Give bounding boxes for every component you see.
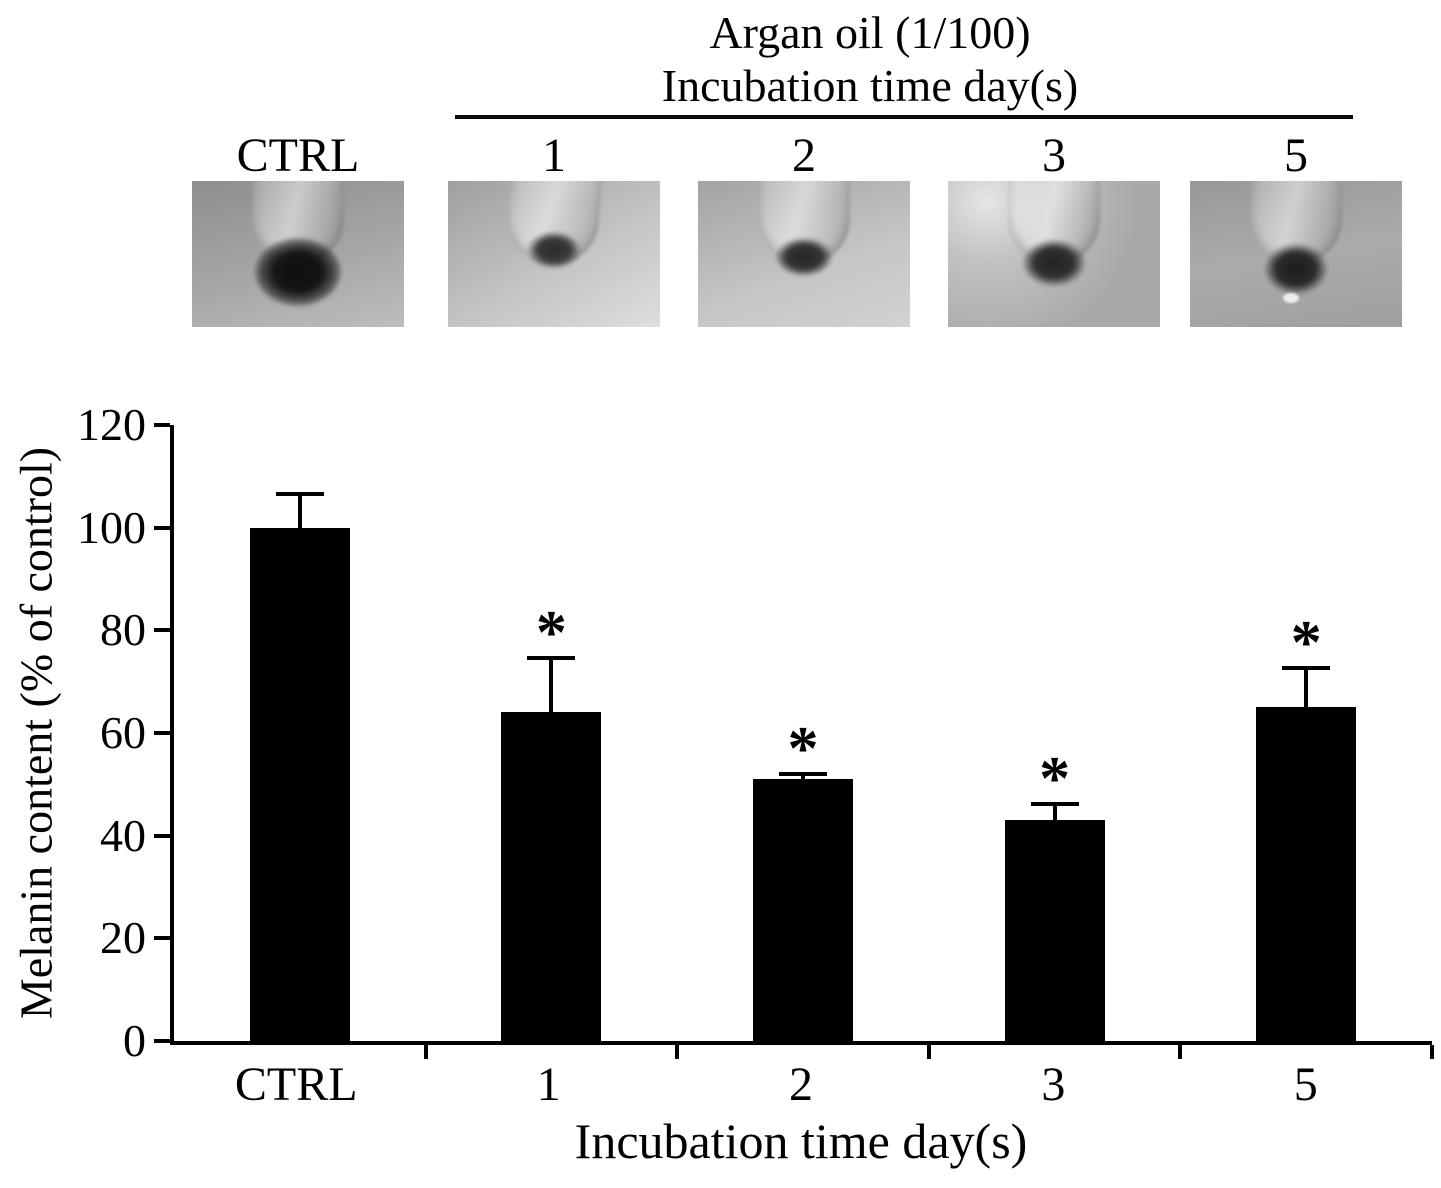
y-tick-label: 80 xyxy=(100,604,146,656)
photo-label-day5: 5 xyxy=(1284,129,1308,182)
x-tick-label: 1 xyxy=(536,1058,561,1111)
x-axis-labels: CTRL 1 2 3 5 xyxy=(170,1049,1432,1111)
error-bar xyxy=(1052,802,1057,821)
y-tick-label: 60 xyxy=(100,707,146,758)
y-tick-label: 0 xyxy=(123,1015,146,1066)
significance-asterisk: * xyxy=(535,599,567,667)
x-tick-label: 5 xyxy=(1293,1058,1318,1111)
error-bar-cap xyxy=(275,491,324,496)
y-tick xyxy=(154,731,170,735)
photo-label-day2: 2 xyxy=(792,129,816,182)
x-tick xyxy=(1430,1045,1434,1059)
bar xyxy=(249,527,350,1041)
x-tick-label: 2 xyxy=(789,1058,813,1111)
error-bar xyxy=(297,491,302,528)
x-tick-label: 3 xyxy=(1041,1058,1066,1111)
x-tick xyxy=(675,1045,680,1059)
y-tick-label: 120 xyxy=(77,399,146,450)
error-bar-cap xyxy=(527,656,576,660)
x-axis-title: Incubation time day(s) xyxy=(574,1113,1028,1169)
significance-asterisk: * xyxy=(1039,745,1071,814)
y-tick-label: 20 xyxy=(100,912,146,964)
melanin-pellet xyxy=(528,231,580,268)
bar xyxy=(1004,820,1105,1041)
error-bar-cap xyxy=(1030,802,1079,807)
pellet-photo-day1 xyxy=(448,181,660,327)
pellet-photo-day5 xyxy=(1190,181,1402,327)
error-bar xyxy=(1304,666,1309,708)
significance-asterisk: * xyxy=(1290,609,1322,678)
x-tick xyxy=(1178,1045,1183,1059)
melanin-pellet xyxy=(255,237,341,306)
melanin-pellet xyxy=(776,237,832,276)
bar xyxy=(753,779,853,1041)
bar xyxy=(501,712,602,1041)
pellet-photo-day3 xyxy=(948,181,1160,327)
pellet-photo-day2 xyxy=(698,181,910,327)
y-tick xyxy=(154,1039,170,1043)
significance-asterisk: * xyxy=(787,714,819,783)
x-tick xyxy=(423,1045,428,1059)
photo-label-day3: 3 xyxy=(1042,129,1066,182)
plot-area: * * * * xyxy=(170,425,1434,1059)
treatment-underline xyxy=(455,115,1353,119)
error-bar xyxy=(549,656,554,713)
x-tick-label: CTRL xyxy=(234,1058,358,1111)
y-tick xyxy=(154,423,170,427)
pellet-photo-ctrl xyxy=(192,181,404,327)
x-tick xyxy=(926,1045,931,1059)
error-bar-cap xyxy=(779,771,827,776)
y-tick xyxy=(154,525,170,530)
y-axis: 0 20 40 60 80 100 120 xyxy=(0,402,170,1064)
y-tick-label: 40 xyxy=(100,809,146,861)
melanin-pellet xyxy=(1265,243,1327,294)
treatment-header-line1: Argan oil (1/100) xyxy=(709,7,1031,58)
treatment-header: Argan oil (1/100) Incubation time day(s) xyxy=(370,6,1370,112)
photo-label-ctrl: CTRL xyxy=(236,129,360,182)
highlight-speck xyxy=(1283,293,1300,304)
photo-label-day1: 1 xyxy=(542,129,566,182)
error-bar-cap xyxy=(1282,666,1331,671)
y-tick xyxy=(154,833,170,838)
melanin-pellet xyxy=(1023,239,1085,286)
y-tick-label: 100 xyxy=(77,501,146,553)
treatment-header-line2: Incubation time day(s) xyxy=(661,60,1079,111)
y-tick xyxy=(154,936,170,941)
bar xyxy=(1256,707,1357,1041)
y-tick xyxy=(154,628,170,633)
